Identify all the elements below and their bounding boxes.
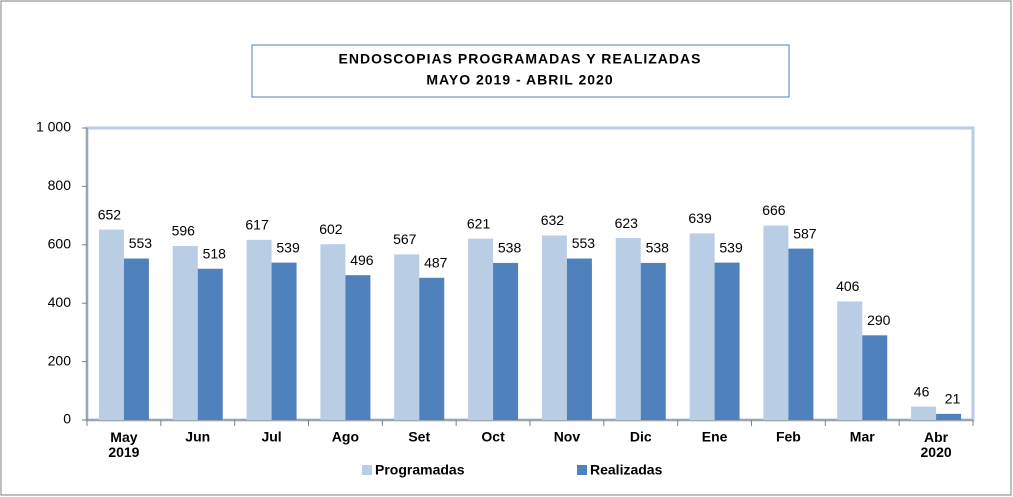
legend-swatch <box>577 465 587 475</box>
chart-title: ENDOSCOPIAS PROGRAMADAS Y REALIZADAS <box>339 51 702 67</box>
bar <box>320 244 346 420</box>
value-label: 553 <box>129 235 153 251</box>
bar <box>541 235 567 420</box>
bar <box>862 335 888 420</box>
value-label: 290 <box>867 312 891 328</box>
x-tick-label: Abr 2020 <box>921 429 952 460</box>
x-tick-label: Jul <box>261 429 281 445</box>
x-tick-label: Nov <box>554 429 581 445</box>
bar <box>615 238 641 420</box>
bar <box>493 262 519 420</box>
y-tick-label: 200 <box>48 352 72 368</box>
value-label: 623 <box>615 215 639 231</box>
x-tick-label: Feb <box>776 429 801 445</box>
value-label: 632 <box>541 212 565 228</box>
bar <box>566 258 592 420</box>
x-tick-label: Mar <box>850 429 875 445</box>
value-label: 553 <box>572 235 596 251</box>
bar <box>345 275 371 420</box>
legend-label: Realizadas <box>590 462 663 478</box>
value-label: 21 <box>945 391 961 407</box>
value-label: 46 <box>914 383 930 399</box>
bar <box>123 258 149 420</box>
bar <box>936 413 962 420</box>
x-tick-label: Dic <box>630 429 652 445</box>
bar <box>788 248 814 420</box>
bar <box>714 262 740 420</box>
value-label: 518 <box>203 245 227 261</box>
value-label: 617 <box>245 217 269 233</box>
bar <box>394 254 420 420</box>
value-label: 539 <box>719 239 743 255</box>
value-label: 496 <box>350 252 374 268</box>
bar <box>98 229 124 420</box>
value-label: 538 <box>646 240 670 256</box>
bar <box>197 268 223 420</box>
value-label: 602 <box>319 221 343 237</box>
bar <box>763 225 789 420</box>
x-tick-label: Ene <box>702 429 728 445</box>
legend-label: Programadas <box>375 462 465 478</box>
bar <box>640 262 666 420</box>
value-label: 652 <box>98 206 122 222</box>
y-tick-label: 800 <box>48 177 72 193</box>
bar <box>172 245 198 420</box>
bar <box>911 406 937 420</box>
bar <box>468 238 494 420</box>
value-label: 567 <box>393 231 417 247</box>
x-tick-label: Set <box>408 429 430 445</box>
y-tick-label: 600 <box>48 236 72 252</box>
x-tick-label: Oct <box>481 429 505 445</box>
y-tick-label: 0 <box>63 411 71 427</box>
x-tick-label: Ago <box>332 429 359 445</box>
title-box <box>251 44 790 98</box>
value-label: 487 <box>424 254 448 270</box>
bar <box>246 239 272 420</box>
bar <box>271 262 297 420</box>
x-tick-label: May 2019 <box>108 429 139 460</box>
bar <box>837 301 863 420</box>
bar <box>689 233 715 420</box>
value-label: 587 <box>793 225 817 241</box>
chart-subtitle: MAYO 2019 - ABRIL 2020 <box>426 72 613 88</box>
value-label: 539 <box>276 239 300 255</box>
x-tick-label: Jun <box>185 429 210 445</box>
y-tick-label: 1 000 <box>36 119 71 135</box>
value-label: 621 <box>467 215 491 231</box>
value-label: 538 <box>498 240 522 256</box>
value-label: 406 <box>836 278 860 294</box>
legend-swatch <box>362 465 372 475</box>
value-label: 639 <box>688 210 712 226</box>
y-tick-label: 400 <box>48 294 72 310</box>
bar <box>419 277 445 420</box>
value-label: 666 <box>762 202 786 218</box>
value-label: 596 <box>172 223 196 239</box>
